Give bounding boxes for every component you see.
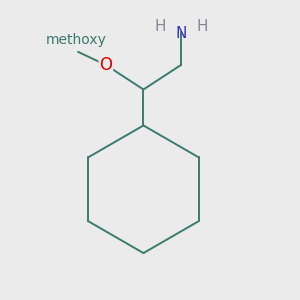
- Text: N: N: [176, 26, 187, 41]
- Text: H: H: [154, 19, 166, 34]
- Text: H: H: [196, 19, 208, 34]
- Text: methoxy: methoxy: [46, 33, 107, 47]
- Text: O: O: [99, 56, 112, 74]
